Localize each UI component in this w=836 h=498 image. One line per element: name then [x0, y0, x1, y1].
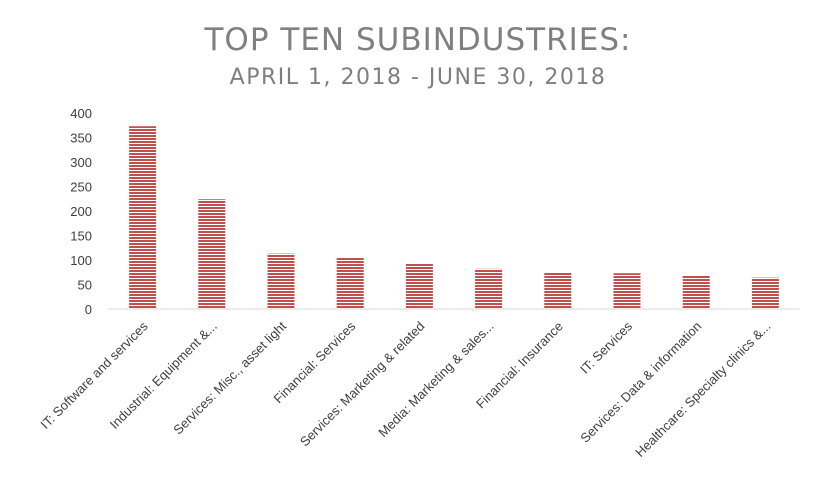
- bar-series: [129, 126, 779, 309]
- x-tick-label: Services: Data & information: [577, 319, 704, 446]
- x-tick-label: IT: Services: [577, 318, 635, 376]
- y-tick-label: 250: [70, 180, 92, 195]
- bar: [613, 273, 641, 309]
- y-tick-label: 200: [70, 204, 92, 219]
- bar: [336, 257, 364, 309]
- bar: [475, 268, 503, 309]
- bar: [405, 263, 433, 309]
- y-tick-label: 150: [70, 229, 92, 244]
- y-axis: 0 50 100 150 200 250 300 350 400: [70, 106, 92, 317]
- y-tick-label: 100: [70, 253, 92, 268]
- y-tick-label: 0: [85, 302, 92, 317]
- x-tick-label: Healthcare: Specialty clinics &...: [632, 319, 773, 460]
- bar: [129, 126, 157, 309]
- x-tick-label: Services: Marketing & related: [297, 319, 428, 450]
- bar: [198, 199, 226, 309]
- bar: [267, 253, 295, 309]
- chart-title: TOP TEN SUBINDUSTRIES:: [204, 22, 632, 58]
- y-tick-label: 300: [70, 155, 92, 170]
- y-tick-label: 400: [70, 106, 92, 121]
- bar: [544, 272, 572, 309]
- x-tick-label: Services: Misc., asset light: [170, 318, 289, 437]
- chart-subtitle: APRIL 1, 2018 - JUNE 30, 2018: [230, 65, 607, 90]
- x-tick-label: Media: Marketing & sales...: [375, 319, 496, 440]
- bar: [682, 275, 710, 309]
- y-tick-label: 350: [70, 131, 92, 146]
- bar: [751, 277, 779, 309]
- y-tick-label: 50: [78, 278, 92, 293]
